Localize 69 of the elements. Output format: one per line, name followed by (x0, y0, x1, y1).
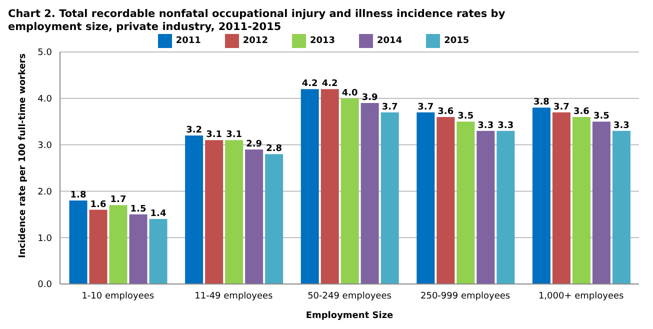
bar (265, 154, 284, 284)
bar (436, 116, 455, 284)
bar (205, 140, 224, 284)
bar (532, 108, 550, 284)
data-label: 3.3 (613, 120, 630, 131)
data-label: 1.6 (90, 200, 106, 210)
data-label: 3.6 (438, 106, 454, 117)
data-label: 2.9 (246, 139, 262, 150)
bar (380, 112, 399, 284)
y-tick-label: 1.0 (38, 234, 52, 244)
legend-label: 2013 (310, 36, 336, 46)
bar (612, 130, 630, 284)
x-tick-label: 50-249 employees (308, 291, 392, 302)
legend-label: 2011 (176, 36, 201, 46)
bar (300, 89, 319, 284)
data-label: 3.3 (478, 120, 494, 131)
data-label: 3.7 (418, 102, 434, 112)
bar (320, 89, 339, 284)
data-label: 1.8 (70, 190, 86, 200)
bar (360, 103, 379, 284)
y-tick-label: 4.0 (38, 94, 52, 105)
data-label: 3.7 (553, 102, 570, 112)
data-label: 1.7 (110, 195, 126, 206)
y-tick-label: 2.0 (38, 187, 52, 198)
bar (496, 130, 515, 284)
bar (592, 122, 610, 284)
data-label: 2.8 (266, 144, 282, 154)
y-axis-title: Incidence rate per 100 full-time workers (18, 53, 28, 258)
data-label: 1.5 (130, 204, 146, 214)
bar (476, 130, 495, 284)
y-tick-label: 0.0 (38, 280, 52, 290)
bar (456, 122, 475, 284)
bar (149, 219, 168, 284)
data-label: 3.1 (206, 130, 222, 140)
data-label: 3.6 (573, 106, 590, 117)
x-tick-label: 250-999 employees (420, 291, 510, 302)
y-tick-label: 3.0 (38, 140, 52, 151)
bar (416, 112, 435, 284)
x-tick-label: 1-10 employees (82, 291, 154, 302)
bar (109, 205, 128, 284)
x-axis-title: Employment Size (306, 311, 394, 321)
bar (89, 210, 108, 284)
y-tick-label: 5.0 (38, 48, 52, 58)
bar (245, 149, 264, 284)
data-label: 3.5 (593, 112, 610, 122)
data-label: 3.3 (498, 120, 514, 131)
data-label: 4.0 (342, 88, 358, 98)
data-label: 3.8 (533, 98, 550, 108)
data-label: 3.7 (382, 102, 398, 112)
data-label: 1.4 (150, 209, 166, 220)
data-label: 3.2 (186, 126, 202, 136)
bar (185, 136, 204, 284)
data-label: 3.1 (226, 130, 242, 140)
bar (552, 112, 570, 284)
bar (340, 98, 359, 284)
bar (129, 214, 148, 284)
legend-label: 2015 (444, 36, 470, 46)
legend-label: 2014 (377, 36, 402, 46)
chart-title: Chart 2. Total recordable nonfatal occupational injury and illness incidence rates by employment size, private industry, 2011-2015 (8, 8, 506, 34)
data-label: 4.2 (302, 79, 318, 90)
data-label: 3.9 (362, 93, 378, 104)
data-label: 4.2 (322, 79, 338, 90)
bar (572, 116, 590, 284)
bar (225, 140, 244, 284)
x-tick-label: 11-49 employees (194, 291, 274, 302)
bar (69, 200, 88, 284)
x-tick-label: 1,000+ employees (538, 291, 624, 302)
legend-label: 2012 (242, 36, 268, 46)
data-label: 3.5 (458, 112, 474, 122)
